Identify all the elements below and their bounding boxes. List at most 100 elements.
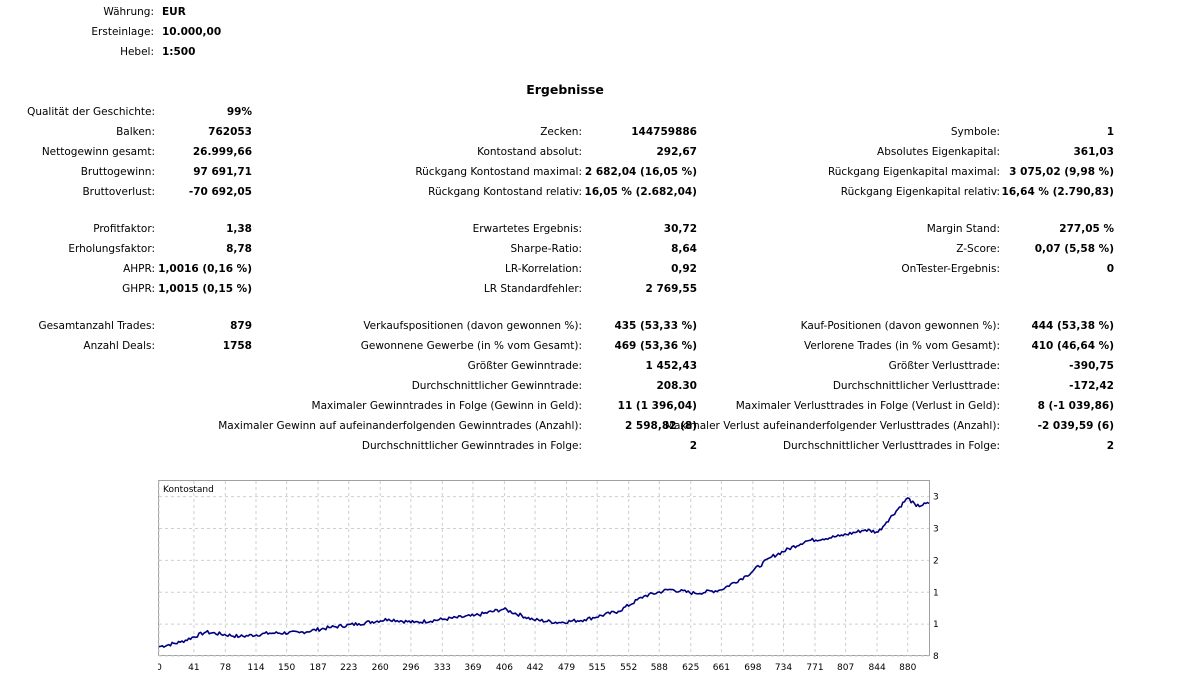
x-tick-label: 150 xyxy=(278,663,295,673)
sharpe-ratio-value: 8,64 xyxy=(671,243,697,255)
total-deals-value: 1758 xyxy=(222,340,252,352)
avg-consecutive-losses-value: 2 xyxy=(1106,440,1114,452)
long-positions-label: Kauf-Positionen (davon gewonnen %): xyxy=(800,320,1000,332)
ahpr-label: AHPR: xyxy=(123,263,155,275)
x-tick-label: 625 xyxy=(682,663,699,673)
y-tick-label: 8343 xyxy=(933,652,938,662)
balance-dd-rel-value: 16,05 % (2.682,04) xyxy=(584,186,697,198)
loss-trades-label: Verlorene Trades (in % vom Gesamt): xyxy=(803,340,1000,352)
y-tick-label: 19691 xyxy=(933,588,938,598)
x-tick-label: 41 xyxy=(188,663,199,673)
balance-line xyxy=(158,497,930,648)
max-consecutive-wins-value: 11 (1 396,04) xyxy=(617,400,697,412)
net-profit-value: 26.999,66 xyxy=(192,146,252,158)
ontester-result-label: OnTester-Ergebnis: xyxy=(901,263,1000,275)
x-tick-label: 552 xyxy=(620,663,637,673)
max-consecutive-losses-value: 8 (-1 039,86) xyxy=(1037,400,1114,412)
y-tick-label: 36714 xyxy=(933,493,938,503)
balance-dd-max-label: Rückgang Kontostand maximal: xyxy=(415,166,582,178)
equity-dd-rel-label: Rückgang Eigenkapital relativ: xyxy=(840,186,1000,198)
y-tick-label: 25366 xyxy=(933,556,938,566)
x-tick-label: 588 xyxy=(651,663,668,673)
total-trades-value: 879 xyxy=(230,320,252,332)
gross-profit-label: Bruttogewinn: xyxy=(80,166,155,178)
balance-absolute-label: Kontostand absolut: xyxy=(477,146,582,158)
lr-correlation-value: 0,92 xyxy=(671,263,697,275)
x-tick-label: 844 xyxy=(869,663,886,673)
equity-dd-max-value: 3 075,02 (9,98 %) xyxy=(1009,166,1114,178)
x-tick-label: 807 xyxy=(837,663,854,673)
z-score-value: 0,07 (5,58 %) xyxy=(1034,243,1114,255)
bars-label: Balken: xyxy=(116,126,155,138)
x-tick-label: 406 xyxy=(496,663,513,673)
largest-profit-trade-value: 1 452,43 xyxy=(645,360,697,372)
deposit-value: 10.000,00 xyxy=(162,26,222,38)
currency-label: Währung: xyxy=(103,6,154,18)
max-consecutive-losses-label: Maximaler Verlusttrades in Folge (Verlus… xyxy=(735,400,1000,412)
symbols-value: 1 xyxy=(1106,126,1114,138)
expected-payoff-value: 30,72 xyxy=(663,223,697,235)
avg-consecutive-wins-label: Durchschnittlicher Gewinntrades in Folge… xyxy=(361,440,582,452)
history-quality-value: 99% xyxy=(226,106,252,118)
avg-profit-trade-value: 208.30 xyxy=(656,380,697,392)
chart-title: Kontostand xyxy=(163,485,214,495)
max-consecutive-loss-value: -2 039,59 (6) xyxy=(1037,420,1114,432)
ghpr-label: GHPR: xyxy=(122,283,155,295)
ontester-result-value: 0 xyxy=(1106,263,1114,275)
short-positions-value: 435 (53,33 %) xyxy=(614,320,697,332)
recovery-factor-label: Erholungsfaktor: xyxy=(68,243,155,255)
symbols-label: Symbole: xyxy=(950,126,1000,138)
largest-loss-trade-label: Größter Verlusttrade: xyxy=(888,360,1000,372)
x-tick-label: 260 xyxy=(372,663,389,673)
avg-loss-trade-label: Durchschnittlicher Verlusttrade: xyxy=(832,380,1000,392)
x-tick-label: 479 xyxy=(558,663,575,673)
x-tick-label: 296 xyxy=(402,663,419,673)
x-tick-label: 187 xyxy=(310,663,327,673)
ghpr-value: 1,0015 (0,15 %) xyxy=(158,283,252,295)
lr-correlation-label: LR-Korrelation: xyxy=(505,263,582,275)
currency-value: EUR xyxy=(162,6,186,18)
results-heading: Ergebnisse xyxy=(526,82,604,97)
equity-absolute-value: 361,03 xyxy=(1073,146,1114,158)
gross-profit-value: 97 691,71 xyxy=(193,166,252,178)
bars-value: 762053 xyxy=(208,126,252,138)
x-tick-label: 114 xyxy=(247,663,264,673)
balance-chart: Kontostand 0 41 78 114 150 187 223 260 296 333 369… xyxy=(158,480,938,673)
history-quality-label: Qualität der Geschichte: xyxy=(27,106,155,118)
sharpe-ratio-label: Sharpe-Ratio: xyxy=(510,243,582,255)
max-consecutive-profit-value: 2 598,82 (8) xyxy=(624,420,697,432)
recovery-factor-value: 8,78 xyxy=(226,243,252,255)
total-deals-label: Anzahl Deals: xyxy=(83,340,155,352)
margin-level-value: 277,05 % xyxy=(1059,223,1114,235)
equity-dd-rel-value: 16,64 % (2.790,83) xyxy=(1001,186,1114,198)
avg-consecutive-losses-label: Durchschnittlicher Verlusttrades in Folg… xyxy=(782,440,1000,452)
x-tick-label: 0 xyxy=(158,663,162,673)
z-score-label: Z-Score: xyxy=(956,243,1000,255)
chart-x-axis: 0 41 78 114 150 187 223 260 296 333 369 406 442 479 51… xyxy=(158,663,917,673)
balance-absolute-value: 292,67 xyxy=(656,146,697,158)
chart-grid xyxy=(158,481,929,657)
x-tick-label: 442 xyxy=(526,663,543,673)
gross-loss-value: -70 692,05 xyxy=(188,186,252,198)
x-tick-label: 734 xyxy=(775,663,792,673)
ahpr-value: 1,0016 (0,16 %) xyxy=(158,263,252,275)
x-tick-label: 661 xyxy=(713,663,730,673)
deposit-label: Ersteinlage: xyxy=(91,26,154,38)
profit-factor-value: 1,38 xyxy=(226,223,252,235)
x-tick-label: 78 xyxy=(220,663,232,673)
profit-trades-value: 469 (53,36 %) xyxy=(614,340,697,352)
gross-loss-label: Bruttoverlust: xyxy=(82,186,155,198)
lr-std-error-value: 2 769,55 xyxy=(645,283,697,295)
chart-y-axis: 8343 14017 19691 25366 31040 36714 xyxy=(933,493,938,662)
x-tick-label: 333 xyxy=(434,663,451,673)
y-tick-label: 31040 xyxy=(933,525,938,535)
equity-dd-max-label: Rückgang Eigenkapital maximal: xyxy=(827,166,1000,178)
margin-level-label: Margin Stand: xyxy=(926,223,1000,235)
long-positions-value: 444 (53,38 %) xyxy=(1031,320,1114,332)
largest-loss-trade-value: -390,75 xyxy=(1069,360,1114,372)
x-tick-label: 771 xyxy=(806,663,823,673)
chart-plot-area xyxy=(158,480,930,656)
avg-profit-trade-label: Durchschnittlicher Gewinntrade: xyxy=(411,380,582,392)
short-positions-label: Verkaufspositionen (davon gewonnen %): xyxy=(363,320,582,332)
max-consecutive-loss-label: Maximaler Verlust aufeinanderfolgender V… xyxy=(664,420,1000,432)
